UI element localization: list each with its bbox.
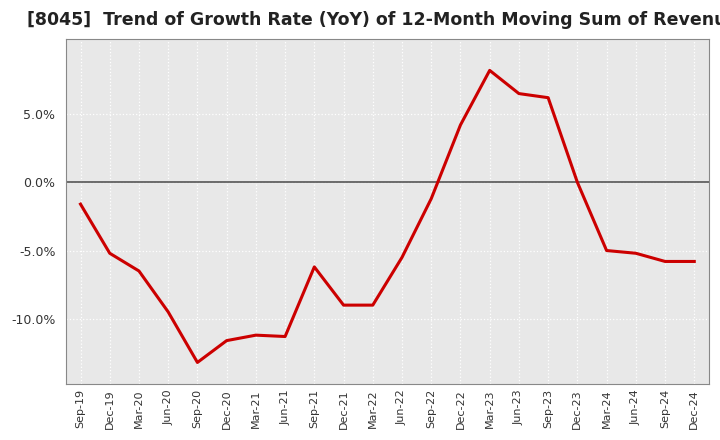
Title: [8045]  Trend of Growth Rate (YoY) of 12-Month Moving Sum of Revenues: [8045] Trend of Growth Rate (YoY) of 12-… — [27, 11, 720, 29]
